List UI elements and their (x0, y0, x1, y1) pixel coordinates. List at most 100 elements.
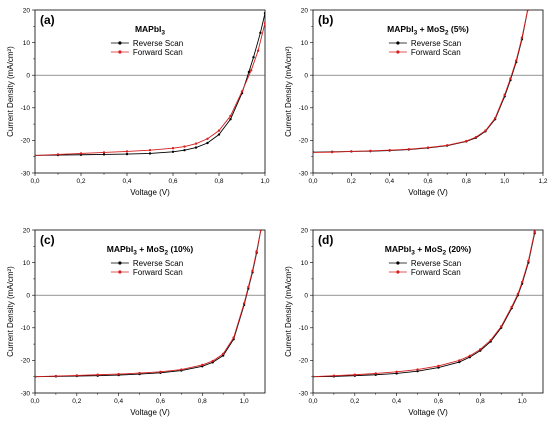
data-point-reverse (194, 146, 198, 149)
y-tick-label: 20 (301, 227, 309, 234)
data-point-forward (250, 69, 253, 72)
panel-label: (d) (318, 233, 333, 247)
panel-d: 0,0 0,2 0,4 0,6 0,8 1,0 -30 -20 -10 0 10 20 Voltage … (284, 227, 544, 417)
data-point-forward (247, 285, 250, 289)
x-tick-label: 0,4 (114, 398, 123, 405)
x-tick-label: 0,8 (198, 398, 207, 405)
x-tick-label: 0,8 (476, 398, 485, 405)
x-tick-label: 0,6 (168, 178, 177, 185)
title-main: MAPbI (385, 244, 411, 254)
y-axis-label: Current Density (mA/cm²) (284, 46, 293, 137)
data-point-forward (474, 135, 478, 139)
data-point-forward (369, 149, 372, 153)
title-subscript: 3 (414, 30, 418, 37)
data-point-forward (484, 129, 487, 132)
data-point-reverse (252, 56, 255, 59)
data-point-forward (395, 370, 398, 374)
title-main: MAPbI (387, 24, 413, 34)
data-point-forward (520, 36, 524, 39)
y-tick-label: -30 (299, 390, 309, 397)
x-tick-label: 1,0 (518, 398, 527, 405)
data-point-forward (206, 137, 209, 140)
panel-title: MAPbI3 + MoS2 (10%) (107, 244, 194, 257)
y-tick-label: -20 (299, 138, 309, 145)
y-tick-label: 0 (304, 293, 308, 300)
x-tick-label: 0,4 (392, 398, 401, 405)
y-tick-label: -30 (21, 170, 31, 177)
title-subscript: 3 (161, 30, 165, 37)
x-tick-label: 1,0 (260, 178, 269, 185)
title-suffix-2: (10%) (168, 244, 193, 254)
data-point-reverse (171, 150, 175, 154)
legend-label-reverse: Reverse Scan (411, 259, 461, 268)
data-point-forward (125, 150, 129, 153)
data-point-reverse (148, 152, 152, 155)
data-point-forward (468, 354, 472, 358)
data-point-forward (479, 348, 482, 351)
data-point-forward (201, 363, 204, 367)
data-point-forward (263, 21, 265, 25)
title-subscript-2: 2 (165, 250, 169, 257)
plot-frame (34, 9, 266, 174)
legend-marker-reverse (118, 261, 122, 265)
data-point-reverse (247, 70, 251, 74)
data-point-forward (35, 375, 37, 378)
data-point-forward (194, 142, 198, 145)
legend-marker-reverse (396, 261, 400, 265)
y-tick-label: -10 (299, 105, 309, 112)
data-point-forward (388, 148, 391, 152)
title-suffix-2: (5%) (449, 24, 469, 34)
data-point-reverse (125, 152, 129, 156)
y-tick-label: 10 (23, 40, 31, 47)
data-point-forward (217, 129, 221, 132)
data-point-forward (350, 150, 353, 153)
data-point-forward (526, 10, 529, 12)
data-point-forward (75, 374, 79, 377)
data-point-forward (96, 373, 99, 376)
legend-label-forward: Forward Scan (133, 268, 183, 277)
data-point-forward (117, 372, 120, 376)
title-suffix: + MoS (415, 244, 443, 254)
data-point-forward (229, 114, 232, 118)
data-point-reverse (102, 153, 106, 156)
y-tick-label: 20 (301, 7, 309, 14)
y-axis-label: Current Density (mA/cm²) (6, 266, 15, 357)
panel-a: 0,0 0,2 0,4 0,6 0,8 1,0 -30 -20 -10 0 10 20 Voltage … (6, 7, 270, 197)
data-point-forward (503, 93, 506, 96)
data-point-forward (493, 117, 497, 120)
data-point-forward (102, 151, 106, 154)
data-point-forward (313, 375, 315, 378)
data-point-forward (313, 151, 315, 154)
x-tick-label: 0,4 (122, 178, 131, 185)
series-line-reverse (35, 13, 265, 156)
data-point-forward (54, 374, 58, 378)
title-subscript-2: 2 (443, 250, 447, 257)
data-point-forward (171, 147, 175, 150)
panel-c: 0,0 0,2 0,4 0,6 0,8 1,0 -30 -20 -10 0 10 20 Voltage … (6, 227, 266, 417)
title-subscript: 3 (411, 250, 415, 257)
x-axis-label: Voltage (V) (130, 408, 170, 417)
data-point-forward (138, 371, 141, 375)
data-point-forward (240, 90, 244, 93)
data-point-forward (255, 249, 258, 253)
data-point-reverse (229, 118, 232, 121)
x-axis-label: Voltage (V) (408, 188, 448, 197)
legend-label-reverse: Reverse Scan (411, 39, 461, 48)
plot-frame (34, 229, 266, 394)
panel-label: (c) (40, 233, 55, 247)
data-point-forward (259, 230, 263, 232)
y-tick-label: -10 (299, 325, 309, 332)
data-point-forward (180, 368, 183, 371)
title-main: MAPbI (135, 24, 161, 34)
data-point-forward (514, 59, 518, 62)
y-tick-label: 20 (23, 7, 31, 14)
y-axis-label: Current Density (mA/cm²) (284, 266, 293, 357)
x-tick-label: 0,0 (30, 398, 39, 405)
data-point-forward (148, 148, 152, 152)
title-suffix: + MoS (417, 24, 445, 34)
data-point-forward (330, 150, 334, 154)
panel-title: MAPbI3 (135, 24, 165, 37)
data-point-forward (221, 352, 225, 356)
